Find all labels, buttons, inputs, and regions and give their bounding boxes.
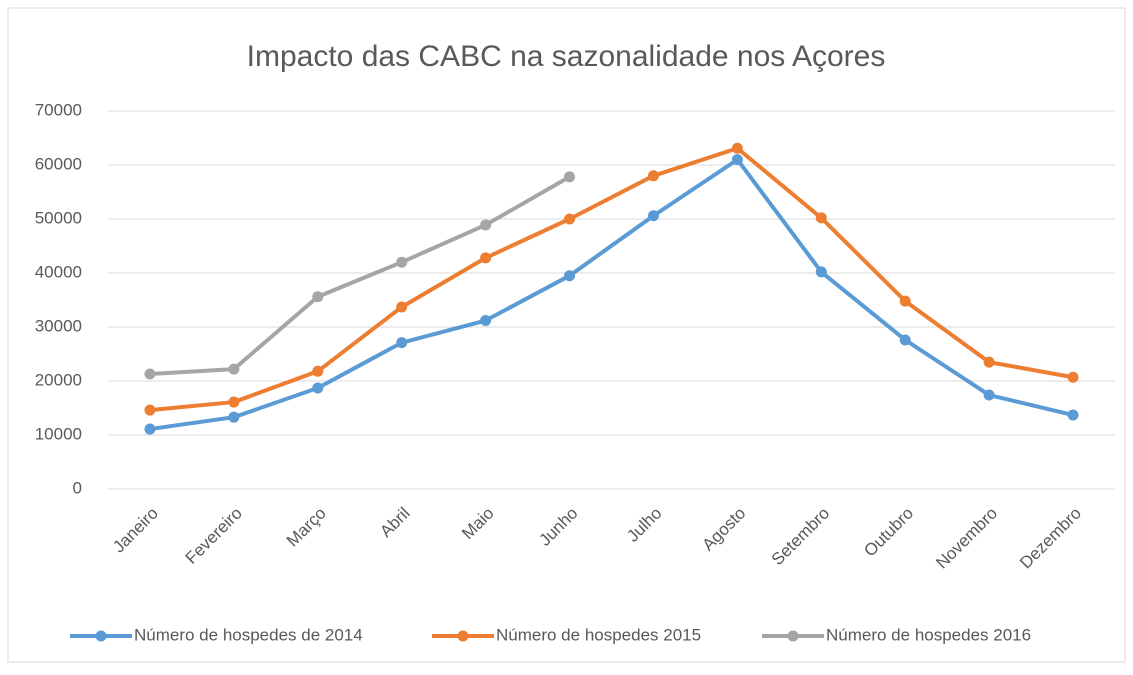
data-point [396, 301, 408, 313]
data-point [312, 382, 324, 394]
data-point [1067, 371, 1079, 383]
data-point [144, 368, 156, 380]
data-point [564, 213, 576, 225]
y-tick-label: 60000 [35, 154, 82, 173]
data-point [228, 411, 240, 423]
chart-title: Impacto das CABC na sazonalidade nos Aço… [247, 40, 886, 73]
y-tick-label: 40000 [35, 262, 82, 281]
data-point [312, 365, 324, 377]
y-tick-label: 30000 [35, 316, 82, 335]
data-point [647, 210, 659, 222]
series-line [149, 146, 1074, 413]
legend-marker [95, 630, 107, 642]
data-point [396, 256, 408, 268]
y-tick-label: 10000 [35, 424, 82, 443]
data-point [983, 356, 995, 368]
data-point [815, 212, 827, 224]
data-point [899, 295, 911, 307]
data-point [228, 363, 240, 375]
data-point [312, 291, 324, 303]
y-tick-label: 50000 [35, 208, 82, 227]
legend-label: Número de hospedes de 2014 [134, 625, 363, 644]
data-point [480, 315, 492, 327]
data-point [815, 266, 827, 278]
data-point [396, 337, 408, 349]
data-point [731, 142, 743, 154]
data-point [480, 252, 492, 264]
data-point [564, 171, 576, 183]
series-line [149, 175, 571, 376]
data-point [144, 423, 156, 435]
data-point [228, 396, 240, 408]
data-point [983, 389, 995, 401]
y-tick-label: 70000 [35, 100, 82, 119]
legend-label: Número de hospedes 2016 [826, 625, 1031, 644]
data-point [647, 170, 659, 182]
data-point [564, 270, 576, 282]
data-point [480, 219, 492, 231]
legend-marker [787, 630, 799, 642]
data-point [731, 154, 743, 166]
y-tick-label: 20000 [35, 370, 82, 389]
y-tick-label: 0 [73, 478, 82, 497]
legend-marker [457, 630, 469, 642]
chart-border [7, 7, 1126, 663]
data-point [1067, 409, 1079, 421]
legend-label: Número de hospedes 2015 [496, 625, 701, 644]
data-point [144, 404, 156, 416]
series-line [149, 157, 1074, 432]
data-point [899, 334, 911, 346]
